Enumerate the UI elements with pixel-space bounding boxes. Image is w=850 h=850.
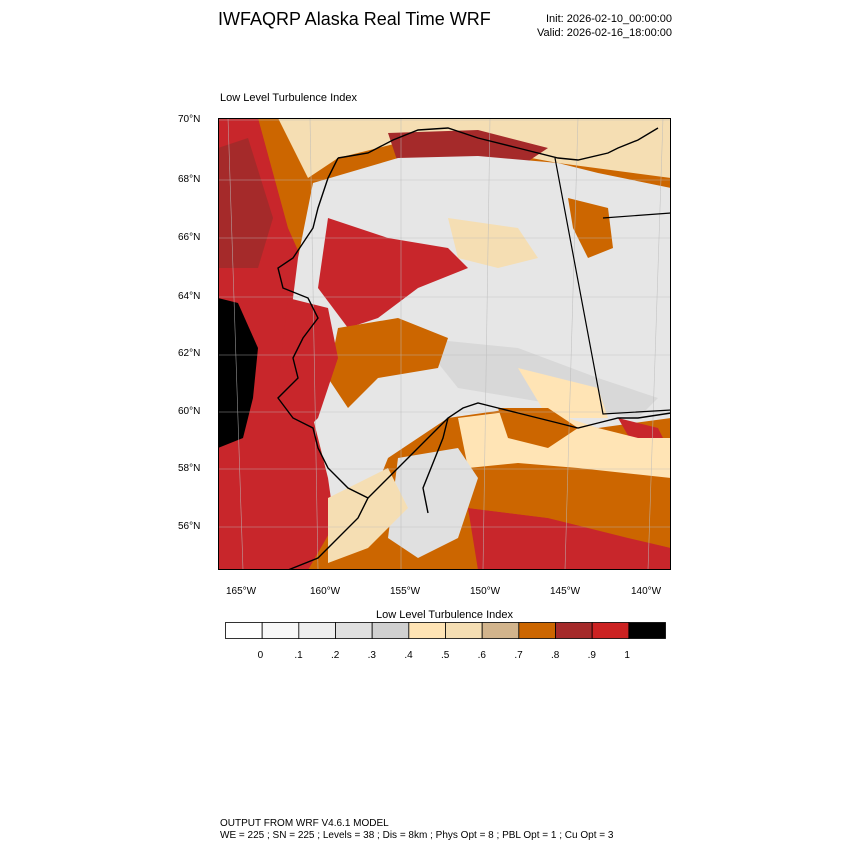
colorbar-label: .9 <box>587 650 596 661</box>
gulf-high-turbulence <box>468 508 671 570</box>
colorbar-label: .2 <box>331 650 340 661</box>
lat-label: 66°N <box>178 232 201 243</box>
model-footer: OUTPUT FROM WRF V4.6.1 MODEL WE = 225 ; … <box>220 818 613 842</box>
wheat-patch-1 <box>448 218 538 268</box>
colorbar-label: .8 <box>551 650 560 661</box>
lat-label: 56°N <box>178 521 201 532</box>
southcentral-orange <box>498 408 578 448</box>
colorbar-label: .6 <box>477 650 486 661</box>
border-ak-canada <box>554 157 671 415</box>
colorbar-label: .1 <box>294 650 303 661</box>
wheat-patch-2 <box>518 368 608 418</box>
gulf-orange <box>448 478 671 548</box>
lon-label: 145°W <box>550 586 581 597</box>
colorbar <box>225 622 666 639</box>
colorbar-swatch <box>335 622 373 639</box>
init-time: Init: 2026-02-10_00:00:00 <box>546 13 672 25</box>
sea-ice-black <box>218 298 258 448</box>
lat-label: 60°N <box>178 406 201 417</box>
kenai-gray <box>388 448 478 558</box>
footer-line-1: OUTPUT FROM WRF V4.6.1 MODEL <box>220 818 389 829</box>
yukon-patches <box>568 198 613 258</box>
coastlines <box>277 127 671 570</box>
colorbar-label: .4 <box>404 650 413 661</box>
footer-line-2: WE = 225 ; SN = 225 ; Levels = 38 ; Dis … <box>220 830 614 841</box>
lat-label: 68°N <box>178 174 201 185</box>
colorbar-swatch <box>481 622 520 639</box>
lon-label: 160°W <box>310 586 341 597</box>
colorbar-swatch <box>261 622 300 639</box>
turbulence-map <box>218 118 671 570</box>
colorbar-swatch <box>555 622 593 639</box>
lon-label: 140°W <box>631 586 662 597</box>
colorbar-label: .3 <box>367 650 376 661</box>
valid-time: Valid: 2026-02-16_18:00:00 <box>537 27 672 39</box>
graticule <box>218 118 671 570</box>
lat-label: 70°N <box>178 114 201 125</box>
lon-label: 155°W <box>390 586 421 597</box>
lat-label: 64°N <box>178 291 201 302</box>
west-ak-orange-patch <box>328 318 448 408</box>
colorbar-label: 1 <box>624 650 630 661</box>
colorbar-swatch <box>518 622 556 639</box>
colorbar-swatch <box>371 622 410 639</box>
colorbar-label: .5 <box>441 650 450 661</box>
lat-label: 62°N <box>178 348 201 359</box>
colorbar-title: Low Level Turbulence Index <box>376 609 513 621</box>
colorbar-swatch <box>298 622 336 639</box>
west-ak-red-patch <box>318 218 468 328</box>
colorbar-swatch <box>408 622 446 639</box>
colorbar-label: 0 <box>257 650 264 661</box>
page-title: IWFAQRP Alaska Real Time WRF <box>218 9 491 29</box>
run-times: Init: 2026-02-10_00:00:00 Valid: 2026-02… <box>537 12 672 40</box>
alaska-peninsula-tan <box>328 468 408 563</box>
lon-label: 150°W <box>470 586 501 597</box>
lon-label: 165°W <box>226 586 257 597</box>
map-border <box>218 118 671 570</box>
arctic-coast-band <box>278 118 671 178</box>
lat-label: 58°N <box>178 463 201 474</box>
colorbar-label: .7 <box>514 650 523 661</box>
colorbar-swatch <box>628 622 666 639</box>
colorbar-swatch <box>445 622 483 639</box>
map-subtitle: Low Level Turbulence Index <box>220 92 357 104</box>
yukon-delta-red <box>278 298 338 438</box>
colorbar-swatch <box>225 622 263 639</box>
colorbar-swatch <box>591 622 630 639</box>
